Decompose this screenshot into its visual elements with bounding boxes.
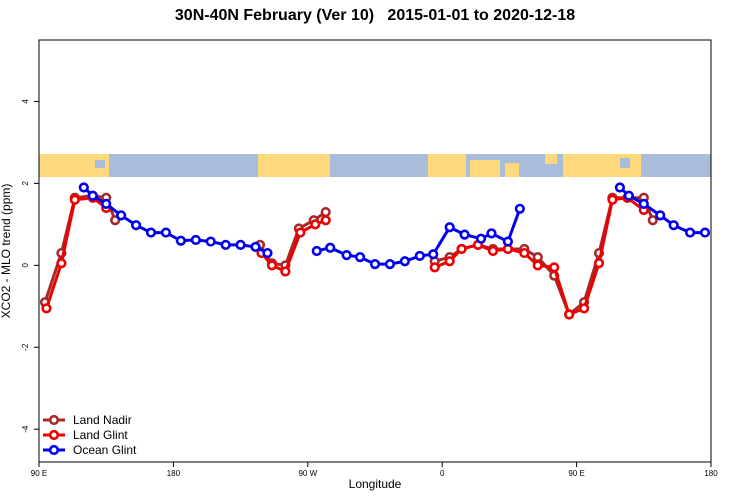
y-tick-label: 2 xyxy=(21,181,30,186)
data-point xyxy=(514,203,525,214)
chart-title: 30N-40N February (Ver 10) 2015-01-01 to … xyxy=(175,7,575,24)
y-tick-label: 4 xyxy=(21,99,30,104)
data-point xyxy=(459,229,470,240)
data-point xyxy=(655,210,666,221)
y-tick-label: -4 xyxy=(21,425,30,433)
legend-label: Ocean Glint xyxy=(73,443,137,457)
data-point xyxy=(250,241,261,253)
data-point xyxy=(593,258,605,269)
legend-label: Land Glint xyxy=(73,428,128,442)
data-point xyxy=(130,220,142,231)
data-point xyxy=(369,259,381,270)
map-strip xyxy=(39,154,711,177)
data-point xyxy=(145,227,157,238)
data-point xyxy=(384,259,396,270)
x-tick-label: 90 E xyxy=(568,469,584,478)
data-point xyxy=(638,198,649,209)
data-point xyxy=(320,206,331,218)
data-point xyxy=(341,249,352,261)
data-point xyxy=(69,194,80,205)
data-point xyxy=(428,249,439,260)
legend-marker xyxy=(48,444,60,456)
x-tick-label: 180 xyxy=(704,469,718,478)
data-point xyxy=(320,215,331,226)
x-tick-label: 90 W xyxy=(298,469,317,478)
plot-frame xyxy=(38,39,712,463)
x-tick-label: 180 xyxy=(167,469,181,478)
data-point xyxy=(78,182,89,193)
data-point xyxy=(623,190,634,201)
data-point xyxy=(475,233,487,244)
x-axis-label: Longitude xyxy=(349,477,402,491)
data-point xyxy=(280,266,291,277)
data-point xyxy=(647,215,658,226)
legend-marker xyxy=(48,414,60,426)
data-point xyxy=(607,194,618,205)
data-point xyxy=(205,236,216,247)
data-point xyxy=(101,198,112,209)
data-point xyxy=(668,220,679,231)
x-tick-label: 0 xyxy=(440,469,445,478)
y-tick-label: 0 xyxy=(21,263,30,268)
data-point xyxy=(519,247,530,259)
data-point xyxy=(295,227,306,238)
data-point xyxy=(444,256,455,267)
data-point xyxy=(266,260,278,271)
legend-marker xyxy=(48,429,60,441)
data-point xyxy=(444,222,455,233)
legend-label: Land Nadir xyxy=(73,413,132,427)
data-point xyxy=(399,256,410,267)
data-point xyxy=(310,219,321,230)
y-axis-label: XCO2 - MLO trend (ppm) xyxy=(0,184,13,319)
data-point xyxy=(325,242,336,253)
data-point xyxy=(262,247,273,259)
data-point xyxy=(414,250,425,262)
data-point xyxy=(87,190,98,201)
data-point xyxy=(578,303,590,314)
data-point xyxy=(116,210,127,221)
data-point xyxy=(532,252,543,263)
data-point xyxy=(502,236,514,247)
x-tick-label: 90 E xyxy=(31,469,47,478)
data-point xyxy=(684,227,696,238)
data-point xyxy=(699,227,711,238)
data-point xyxy=(549,262,560,273)
data-point xyxy=(614,182,626,193)
data-point xyxy=(429,262,440,273)
data-point xyxy=(175,235,186,246)
data-point xyxy=(486,228,497,239)
y-tick-label: -2 xyxy=(21,343,30,351)
data-point xyxy=(311,245,322,257)
data-point xyxy=(56,258,67,269)
data-point xyxy=(564,309,575,320)
data-point xyxy=(220,239,231,250)
data-point xyxy=(235,239,246,250)
data-point xyxy=(532,260,543,271)
data-point xyxy=(456,243,467,255)
data-point xyxy=(487,245,499,257)
data-point xyxy=(160,227,172,238)
data-point xyxy=(354,252,366,263)
data-point xyxy=(41,303,52,314)
data-point xyxy=(190,234,201,246)
